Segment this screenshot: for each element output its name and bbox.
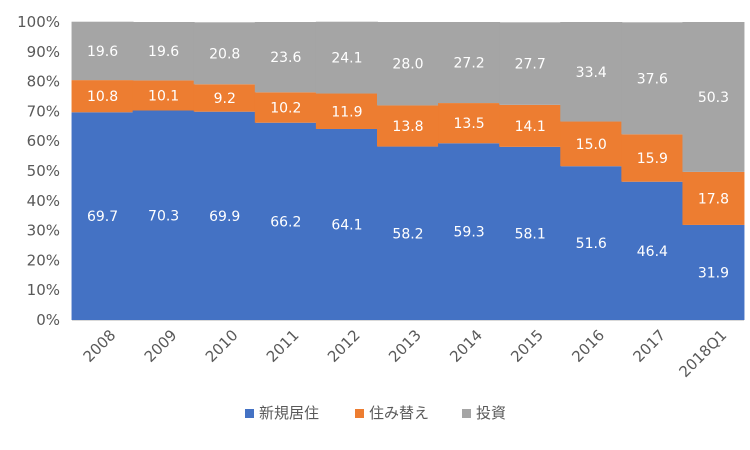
legend-label: 投資: [476, 404, 506, 422]
bar-segment: [193, 84, 256, 112]
x-tick-label: 2010: [202, 326, 242, 366]
y-tick-label: 80%: [27, 73, 60, 91]
bar-segment: [377, 146, 439, 320]
bar-segment: [315, 93, 378, 129]
x-tick-label: 2013: [385, 326, 425, 366]
data-label: 69.7: [87, 209, 118, 225]
data-label: 59.3: [454, 225, 485, 241]
bar-segment: [254, 92, 317, 123]
bar-segment: [71, 80, 134, 113]
data-label: 69.9: [209, 209, 240, 225]
data-label: 50.3: [698, 90, 729, 106]
data-label: 33.4: [576, 65, 607, 81]
data-label: 9.2: [214, 91, 236, 107]
data-label: 24.1: [331, 51, 362, 67]
bar-segment: [438, 143, 501, 320]
data-label: 27.2: [454, 56, 485, 72]
y-tick-label: 90%: [27, 43, 60, 61]
x-tick-label: 2016: [568, 326, 608, 366]
bar-segment: [132, 22, 195, 81]
data-label: 20.8: [209, 46, 240, 62]
bar-segment: [132, 110, 195, 320]
y-tick-label: 70%: [27, 102, 60, 120]
data-label: 15.9: [637, 151, 668, 167]
y-tick-label: 20%: [27, 251, 60, 269]
data-label: 10.2: [270, 101, 301, 117]
y-axis: 0% 10% 20% 30% 40% 50% 60% 70% 80% 90% 100%: [17, 13, 60, 329]
legend-swatch: [462, 409, 471, 418]
bar-segment: [132, 80, 195, 111]
legend-swatch: [355, 409, 364, 418]
bar-segment: [499, 146, 562, 320]
data-label: 28.0: [392, 57, 423, 73]
bar-segment: [682, 22, 745, 172]
bar-segment: [621, 181, 684, 320]
bar-segment: [499, 22, 562, 105]
bar-segment: [560, 22, 623, 122]
bar-segment: [71, 112, 134, 320]
data-label: 70.3: [148, 208, 179, 224]
data-label: 37.6: [637, 71, 668, 87]
data-label: 19.6: [87, 44, 118, 60]
data-label: 10.1: [148, 88, 179, 104]
data-label: 15.0: [576, 137, 607, 153]
x-tick-label: 2015: [507, 326, 547, 366]
data-label: 17.8: [698, 191, 729, 207]
y-tick-label: 60%: [27, 132, 60, 150]
bar-segment: [560, 166, 623, 320]
bar-segment: [71, 21, 134, 81]
bar-segment: [193, 111, 256, 320]
x-tick-label: 2008: [80, 326, 120, 366]
x-axis: 2008 2009 2010 2011 2012 2013 2014 2015 2016 2017…: [72, 320, 744, 381]
y-tick-label: 100%: [17, 13, 60, 31]
bar-segment: [682, 224, 745, 320]
x-tick-label: 2011: [263, 326, 303, 366]
y-tick-label: 50%: [27, 162, 60, 180]
bars: 69.7 10.8 19.6 70.3 10.1 19.6 69.9 9.2 20.8 66.2 1…: [71, 21, 745, 320]
legend: 新規居住 住み替え 投資: [245, 404, 506, 422]
data-label: 51.6: [576, 236, 607, 252]
bar-segment: [315, 128, 378, 320]
x-tick-label: 2012: [324, 326, 364, 366]
bar-segment: [193, 22, 256, 85]
data-label: 13.8: [392, 119, 423, 135]
data-label: 11.9: [331, 104, 362, 120]
bar-segment: [377, 105, 439, 147]
bar-segment: [499, 104, 562, 147]
bar-segment: [438, 22, 501, 104]
x-tick-label: 2014: [446, 326, 486, 366]
y-tick-label: 10%: [27, 281, 60, 299]
bar-segment: [621, 22, 684, 135]
bar-segment: [682, 171, 745, 225]
x-tick-label: 2018Q1: [675, 326, 730, 381]
bar-segment: [377, 22, 439, 106]
bar-segment: [254, 122, 317, 320]
data-label: 14.1: [515, 119, 546, 135]
bar-segment: [438, 103, 501, 144]
data-label: 19.6: [148, 44, 179, 60]
data-label: 64.1: [331, 217, 362, 233]
legend-label: 住み替え: [369, 404, 429, 422]
y-tick-label: 40%: [27, 192, 60, 210]
bar-segment: [315, 21, 378, 94]
data-label: 13.5: [454, 116, 485, 132]
bar-segment: [254, 22, 317, 93]
x-tick-label: 2009: [141, 326, 181, 366]
y-tick-label: 30%: [27, 222, 60, 240]
bar-segment: [621, 134, 684, 182]
data-label: 23.6: [270, 50, 301, 66]
x-tick-label: 2017: [629, 326, 669, 366]
data-label: 46.4: [637, 244, 668, 260]
data-label: 58.1: [515, 226, 546, 242]
bar-segment: [560, 121, 623, 167]
legend-label: 新規居住: [259, 404, 319, 422]
data-label: 10.8: [87, 89, 118, 105]
data-label: 66.2: [270, 214, 301, 230]
data-label: 27.7: [515, 57, 546, 73]
y-tick-label: 0%: [36, 311, 60, 329]
data-label: 58.2: [392, 226, 423, 242]
legend-swatch: [245, 409, 254, 418]
data-label: 31.9: [698, 265, 729, 281]
